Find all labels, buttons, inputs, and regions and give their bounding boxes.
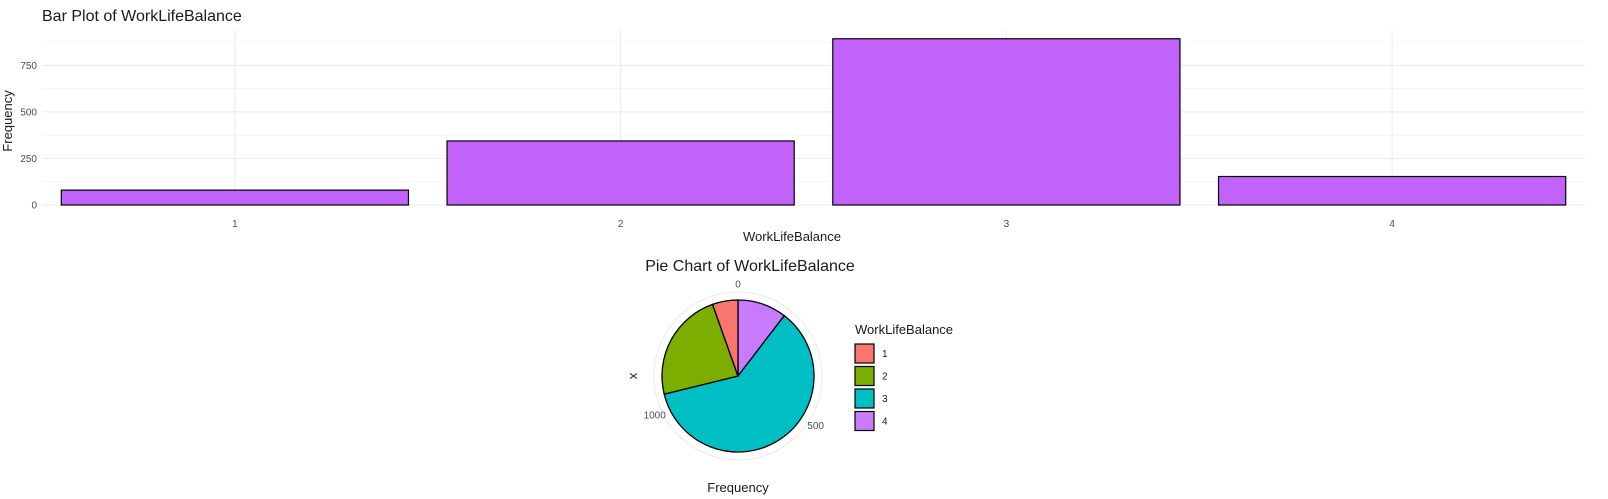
bar-y-tick-label: 250 [20,154,37,165]
pie-theta-ticks: 0 500 1000 [644,280,825,432]
bar-x-tick-label: 1 [232,219,238,230]
bar-2 [446,140,795,206]
pie-theta-tick-label: 0 [735,280,741,291]
bar-x-tick-label: 4 [1389,219,1395,230]
legend-label-4: 4 [882,417,888,428]
pie-theta-tick-label: 500 [807,421,824,432]
legend-label-3: 3 [882,394,888,405]
pie-slice-2 [661,303,739,395]
pie-outer-grid [653,291,823,461]
bar-x-tick-label: 3 [1004,219,1010,230]
pie-y-axis-title: x [627,373,642,380]
pie-legend: WorkLifeBalance 1 2 3 4 [854,322,953,432]
bar-y-tick-label: 500 [20,107,37,118]
pie-slices [661,299,815,453]
pie-theta-tick-label: 1000 [644,411,667,422]
bar-chart: Bar Plot of WorkLifeBalance 0 250 500 750 1… [0,8,1585,244]
legend-label-2: 2 [882,372,888,383]
bar-x-ticks: 1 2 3 4 [232,219,1395,230]
pie-chart-title: Pie Chart of WorkLifeBalance [645,258,855,275]
bar-4 [1217,175,1567,206]
legend-key-3 [854,388,875,409]
pie-x-axis-title: Frequency [707,480,769,495]
bar-x-tick-label: 2 [618,219,624,230]
pie-slice-3 [663,314,815,453]
bar-1 [60,189,410,206]
bar-3 [832,38,1181,206]
bar-chart-title: Bar Plot of WorkLifeBalance [42,8,242,25]
legend-key-1 [854,343,875,364]
pie-slice-1 [711,299,739,377]
legend-key-2 [854,365,875,387]
pie-chart: Pie Chart of WorkLifeBalance 0 500 1000 Fr… [627,258,953,495]
legend-items: 1 2 3 4 [854,343,888,432]
bar-x-axis-title: WorkLifeBalance [743,229,841,244]
legend-title: WorkLifeBalance [855,322,953,337]
legend-label-1: 1 [882,349,888,360]
bar-series [60,38,1567,206]
bar-y-ticks: 0 250 500 750 [20,61,37,212]
bar-y-axis-title: Frequency [0,90,15,152]
bar-y-tick-label: 750 [20,61,37,72]
bar-y-tick-label: 0 [31,201,37,212]
legend-key-4 [854,410,875,432]
